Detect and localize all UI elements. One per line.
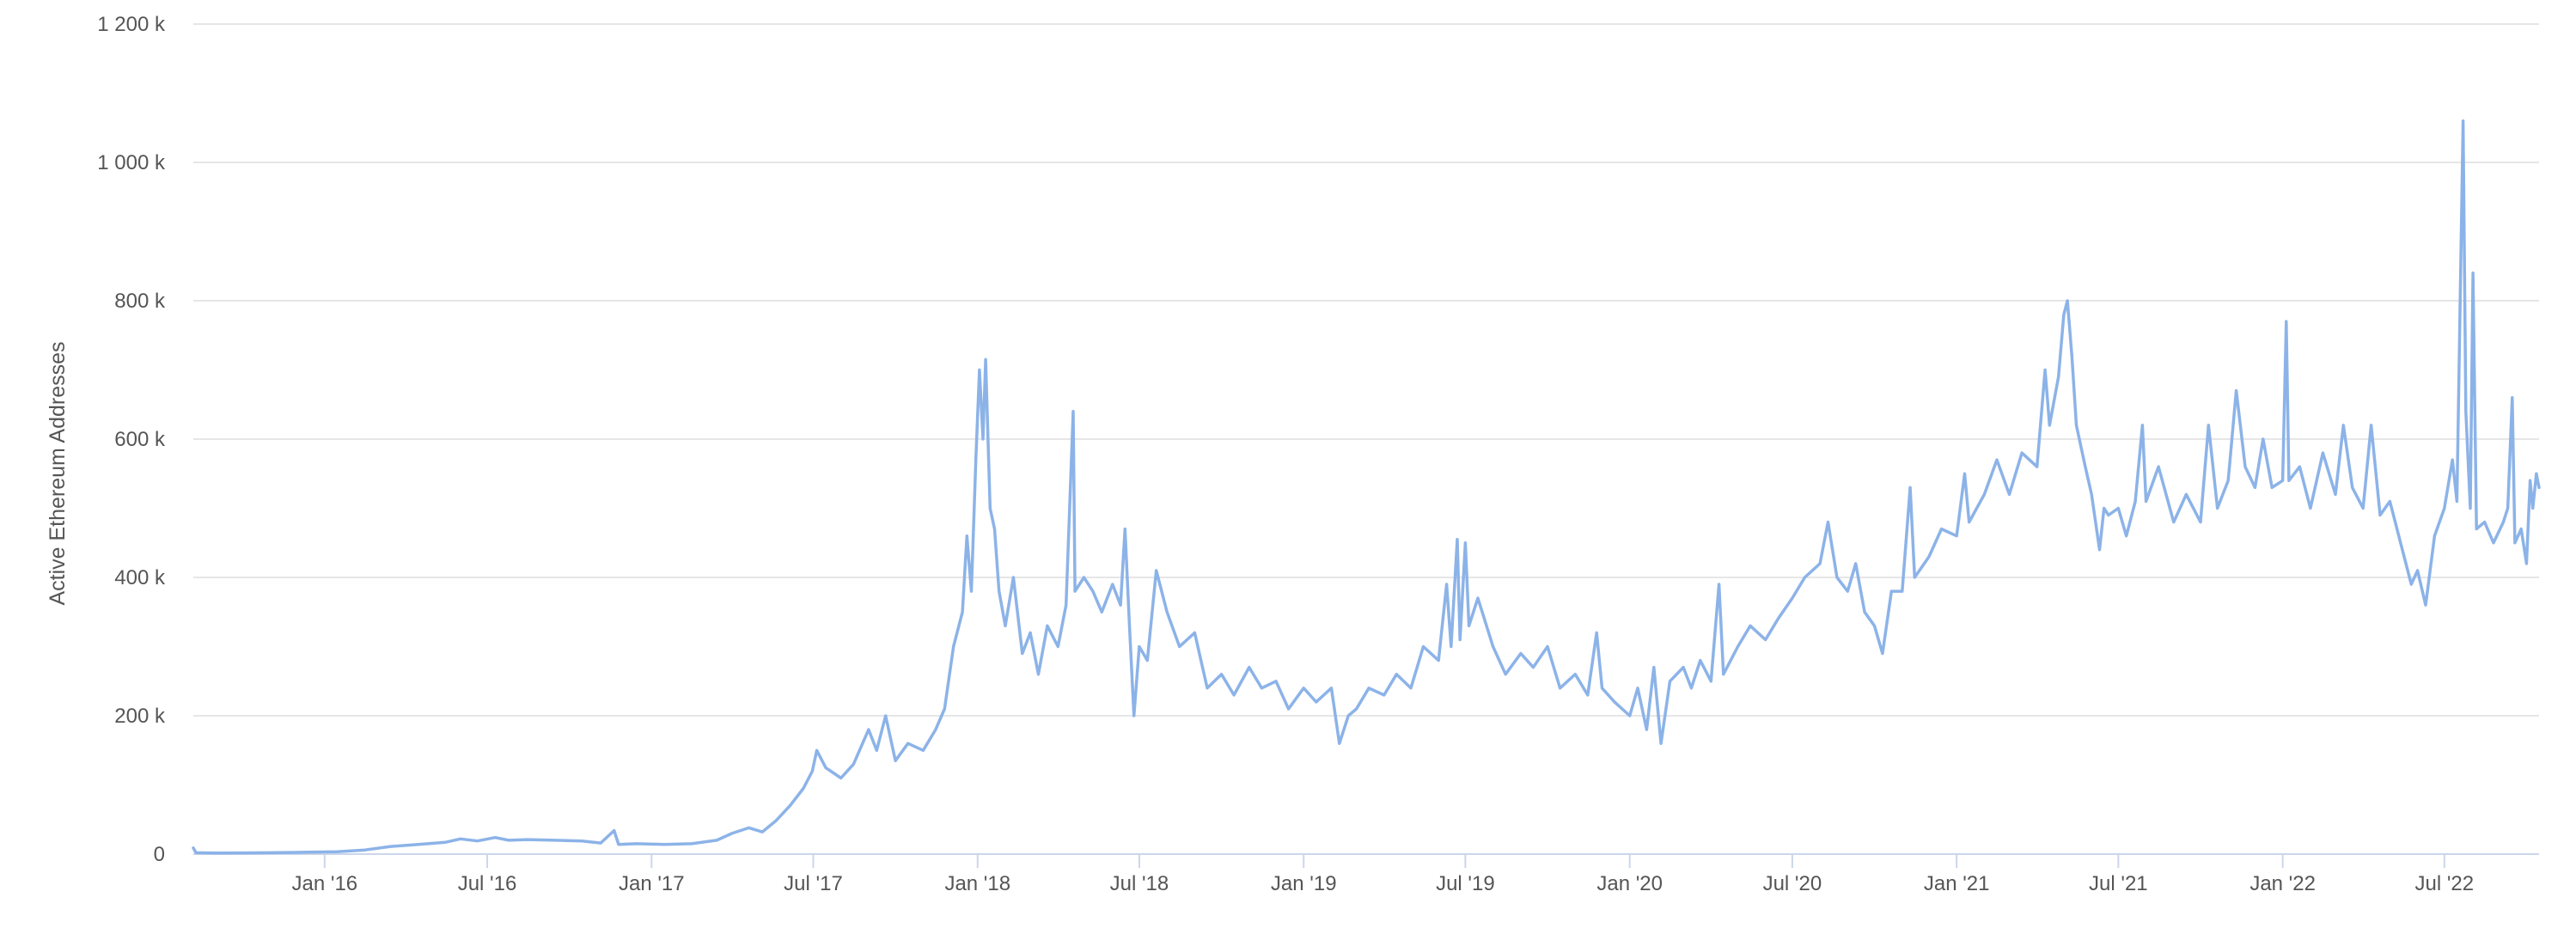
gridlines: [193, 23, 2539, 717]
x-tick-label: Jan '19: [1271, 872, 1337, 895]
y-tick-label: 1 000 k: [97, 151, 166, 174]
y-tick-label: 600 k: [114, 428, 166, 451]
x-tick-label: Jan '20: [1596, 872, 1663, 895]
y-axis-tick-labels: 0 200 k 400 k 600 k 800 k 1 000 k 1 200 k: [97, 13, 166, 866]
x-tick-label: Jul '22: [2414, 872, 2474, 895]
x-tick-label: Jul '17: [784, 872, 843, 895]
y-tick-label: 0: [154, 843, 165, 866]
y-tick-label: 800 k: [114, 290, 166, 313]
x-tick-label: Jul '19: [1436, 872, 1495, 895]
x-tick-label: Jan '16: [292, 872, 358, 895]
x-axis-tick-labels: Jan '16 Jul '16 Jan '17 Jul '17 Jan '18 Jul '…: [292, 872, 2475, 895]
x-tick-label: Jul '18: [1110, 872, 1169, 895]
x-tick-label: Jan '18: [944, 872, 1010, 895]
y-tick-label: 400 k: [114, 566, 166, 589]
x-tick-label: Jul '20: [1763, 872, 1822, 895]
y-tick-label: 200 k: [114, 705, 166, 728]
x-tick-label: Jan '17: [619, 872, 685, 895]
x-tick-label: Jul '21: [2089, 872, 2148, 895]
y-tick-label: 1 200 k: [97, 13, 166, 36]
y-axis-title: Active Ethereum Addresses: [46, 341, 70, 605]
x-tick-label: Jan '21: [1924, 872, 1990, 895]
x-tick-label: Jul '16: [458, 872, 517, 895]
series-group: [192, 119, 2541, 855]
series-line-0: [192, 119, 2541, 855]
x-tick-label: Jan '22: [2249, 872, 2316, 895]
x-axis: [193, 853, 2539, 868]
